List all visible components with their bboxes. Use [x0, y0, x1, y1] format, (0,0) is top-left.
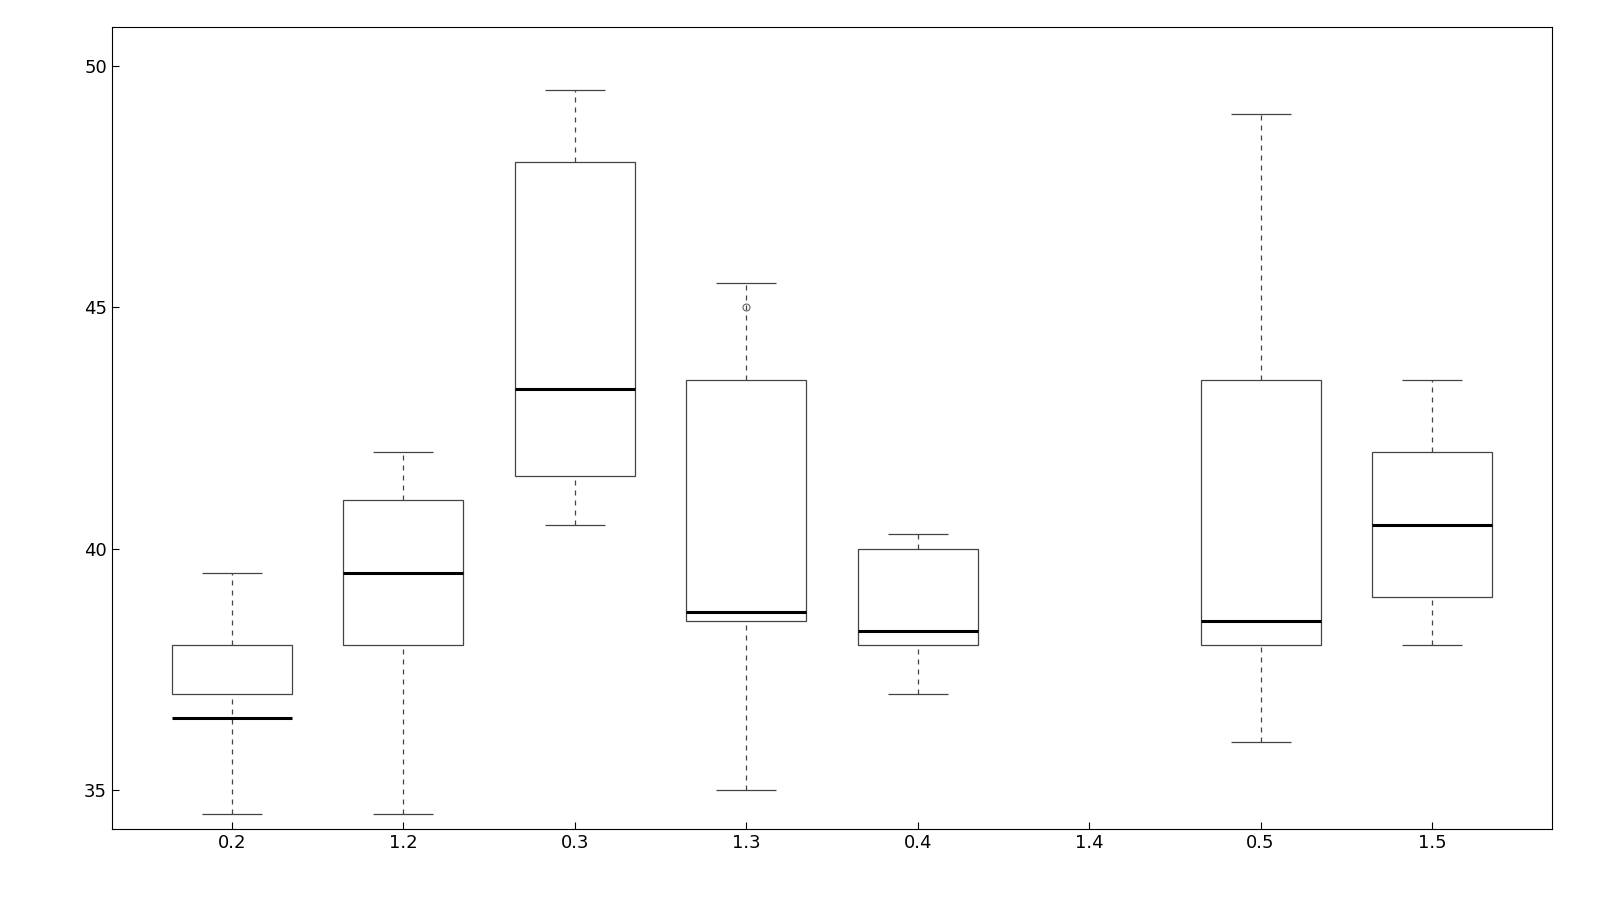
Bar — [686, 379, 806, 621]
Bar — [1200, 379, 1320, 645]
Bar — [1373, 452, 1491, 597]
Bar — [344, 500, 464, 645]
Bar — [858, 549, 978, 645]
Bar — [173, 645, 293, 694]
Bar — [515, 162, 635, 477]
